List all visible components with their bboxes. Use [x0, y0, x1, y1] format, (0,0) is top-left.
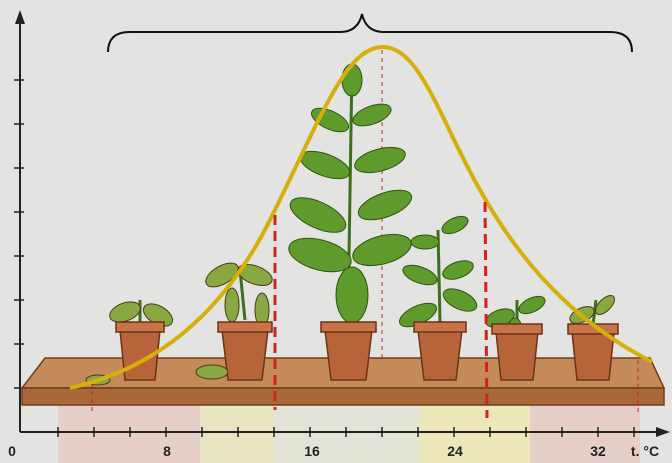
- x-arrow: [656, 427, 670, 437]
- x-label: 0: [8, 443, 16, 459]
- plant-4: [398, 215, 478, 381]
- y-ticks: [14, 79, 24, 389]
- band-cold: [58, 405, 200, 463]
- plant-5: [485, 295, 546, 381]
- x-label: 8: [163, 443, 171, 459]
- x-ticks: [57, 427, 635, 437]
- optimum-boundary: [483, 201, 489, 419]
- shelf-front: [21, 387, 665, 406]
- band-warm: [420, 405, 530, 463]
- plant-3: [288, 63, 413, 381]
- x-label: 32: [590, 443, 606, 459]
- x-label: 24: [447, 443, 463, 459]
- band-hot: [530, 405, 640, 463]
- bracket: [107, 13, 633, 53]
- y-arrow: [15, 10, 25, 24]
- growth-curve: [69, 44, 653, 390]
- x-label: 16: [304, 443, 320, 459]
- x-unit: t. °C: [631, 443, 659, 459]
- plant-2: [195, 262, 273, 381]
- band-optimal: [275, 405, 420, 463]
